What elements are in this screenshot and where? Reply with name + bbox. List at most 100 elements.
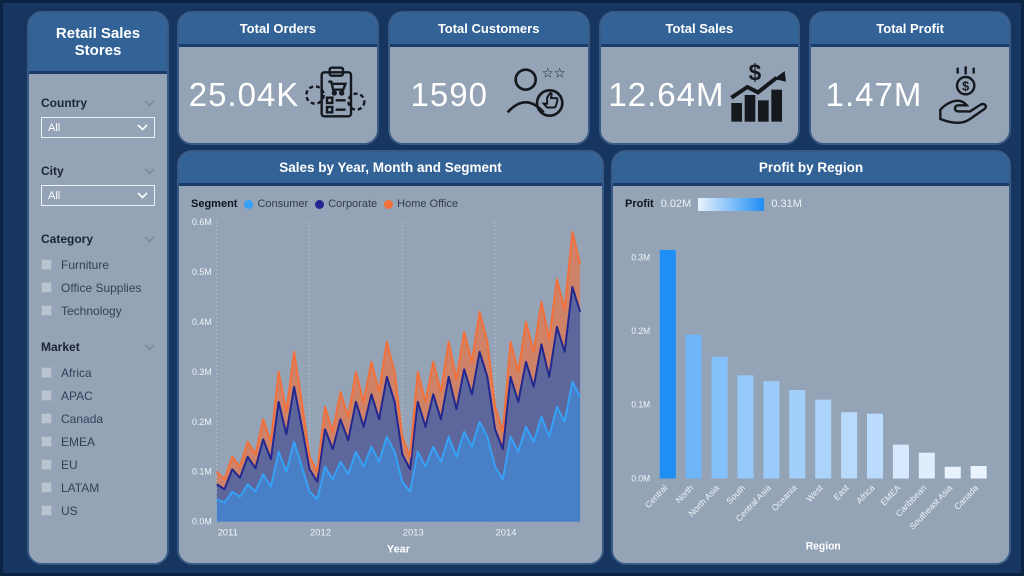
chevron-down-icon [137, 192, 148, 199]
legend-dot [384, 199, 394, 209]
y-tick-label: 0.1M [631, 400, 650, 410]
kpi-card-total-orders: Total Orders 25.04K [179, 13, 377, 143]
legend-min-value: 0.02M [660, 198, 692, 210]
filter-header-country[interactable]: Country [41, 96, 155, 110]
kpi-value: 12.64M [608, 76, 725, 113]
filter-option-emea[interactable]: EMEA [41, 430, 155, 453]
sidebar: Retail Sales Stores Country All City All Cat… [29, 13, 167, 563]
checkbox[interactable] [41, 259, 52, 270]
legend-item-consumer[interactable]: Consumer [244, 198, 308, 210]
y-tick-label: 0.4M [192, 317, 212, 327]
bar-north[interactable] [685, 334, 702, 479]
checkbox-label: Technology [61, 303, 122, 318]
kpi-title: Total Profit [811, 13, 1009, 47]
bar-oceania[interactable] [789, 390, 806, 479]
bar-north-asia[interactable] [711, 356, 728, 479]
filter-option-furniture[interactable]: Furniture [41, 253, 155, 276]
filter-section-category: Category Furniture Office Supplies Technolo… [41, 232, 155, 322]
legend-dot [315, 199, 325, 209]
kpi-title: Total Sales [600, 13, 799, 47]
bar-southeast-asia[interactable] [944, 466, 961, 479]
main-area: Total Orders 25.04K Total Customers 1590 ☆… [179, 13, 1009, 564]
x-tick-label: EMEA [878, 482, 902, 507]
filter-option-eu[interactable]: EU [41, 453, 155, 476]
svg-text:$: $ [962, 79, 969, 93]
legend-dot [244, 199, 254, 209]
x-tick-label: 2014 [496, 527, 517, 538]
x-tick-label: Oceania [770, 482, 799, 513]
bar-caribbean[interactable] [918, 452, 935, 479]
filter-option-technology[interactable]: Technology [41, 299, 155, 322]
chevron-down-icon [137, 124, 148, 131]
kpi-card-total-sales: Total Sales 12.64M $ [600, 13, 799, 143]
bar-central-asia[interactable] [763, 381, 780, 479]
area-corporate[interactable] [216, 286, 581, 503]
checkbox[interactable] [41, 459, 52, 470]
profit-legend: Profit 0.02M 0.31M [621, 194, 1001, 214]
legend-label: Consumer [257, 198, 309, 210]
y-tick-label: 0.0M [631, 473, 650, 483]
legend-label: Home Office [397, 198, 459, 210]
profit-by-region-chart-card: Profit by Region Profit 0.02M 0.31M 0.0M 0.… [613, 152, 1009, 564]
legend-title: Profit [625, 198, 654, 210]
y-tick-label: 0.0M [192, 517, 212, 527]
svg-text:$: $ [749, 63, 762, 85]
filter-option-canada[interactable]: Canada [41, 407, 155, 430]
customers-thumbsup-icon: ☆☆ [503, 63, 567, 127]
checkbox-label: EMEA [61, 434, 96, 449]
sales-area-chart[interactable]: 0.0M 0.1M 0.2M 0.3M 0.4M 0.5M 0.6M 2011 2012 2013… [187, 214, 594, 561]
bar-canada[interactable] [970, 465, 987, 479]
kpi-value: 1.47M [825, 76, 923, 113]
bar-emea[interactable] [892, 444, 909, 479]
x-tick-label: Africa [854, 482, 876, 505]
country-dropdown[interactable]: All [41, 117, 155, 138]
sales-growth-dollar-icon: $ [726, 59, 790, 127]
x-tick-label: South [724, 482, 747, 506]
filter-header-city[interactable]: City [41, 164, 155, 178]
checkbox[interactable] [41, 390, 52, 401]
profit-color-gradient [698, 197, 765, 211]
y-tick-label: 0.6M [192, 217, 212, 227]
y-tick-label: 0.5M [192, 267, 212, 277]
bar-central[interactable] [659, 249, 676, 479]
filter-option-latam[interactable]: LATAM [41, 476, 155, 499]
filter-label: Country [41, 96, 87, 110]
y-tick-label: 0.2M [192, 417, 212, 427]
checkbox[interactable] [41, 436, 52, 447]
legend-max-value: 0.31M [771, 198, 802, 210]
sales-by-segment-chart-card: Sales by Year, Month and Segment Segment… [179, 152, 602, 564]
kpi-title: Total Orders [179, 13, 377, 47]
checkbox[interactable] [41, 413, 52, 424]
filter-section-market: Market Africa APAC Canada EMEA EU LATAM US [41, 340, 155, 522]
legend-item-home-office[interactable]: Home Office [384, 198, 458, 210]
chevron-down-icon [144, 167, 155, 175]
checkbox-label: LATAM [61, 480, 100, 495]
checkbox[interactable] [41, 367, 52, 378]
filter-section-country: Country All [41, 96, 155, 138]
city-dropdown[interactable]: All [41, 185, 155, 206]
chevron-down-icon [144, 99, 155, 107]
bar-west[interactable] [815, 399, 832, 479]
x-axis-title: Year [387, 544, 411, 556]
checkbox[interactable] [41, 505, 52, 516]
filter-header-category[interactable]: Category [41, 232, 155, 246]
filter-header-market[interactable]: Market [41, 340, 155, 354]
filter-option-africa[interactable]: Africa [41, 361, 155, 384]
checkbox[interactable] [41, 282, 52, 293]
filter-option-office-supplies[interactable]: Office Supplies [41, 276, 155, 299]
sales-chart-title: Sales by Year, Month and Segment [179, 152, 602, 186]
filter-section-city: City All [41, 164, 155, 206]
kpi-card-total-profit: Total Profit 1.47M $ [811, 13, 1009, 143]
x-tick-label: 2012 [310, 527, 331, 538]
filter-option-apac[interactable]: APAC [41, 384, 155, 407]
dropdown-value: All [48, 121, 61, 134]
legend-item-corporate[interactable]: Corporate [315, 198, 377, 210]
checkbox-label: Office Supplies [61, 280, 142, 295]
checkbox[interactable] [41, 482, 52, 493]
bar-south[interactable] [737, 375, 754, 479]
bar-east[interactable] [841, 412, 858, 479]
checkbox[interactable] [41, 305, 52, 316]
filter-option-us[interactable]: US [41, 499, 155, 522]
bar-africa[interactable] [867, 413, 884, 479]
